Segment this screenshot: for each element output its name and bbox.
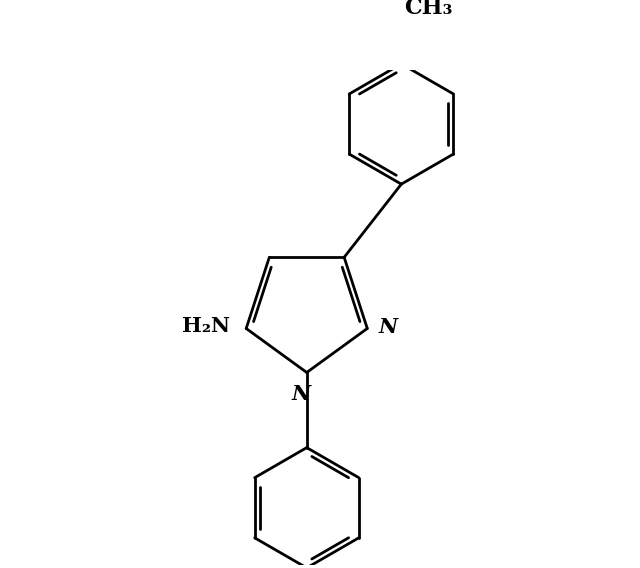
Text: H₂N: H₂N xyxy=(182,316,230,336)
Text: N: N xyxy=(379,317,398,337)
Text: CH₃: CH₃ xyxy=(404,0,452,19)
Text: N: N xyxy=(292,384,311,404)
